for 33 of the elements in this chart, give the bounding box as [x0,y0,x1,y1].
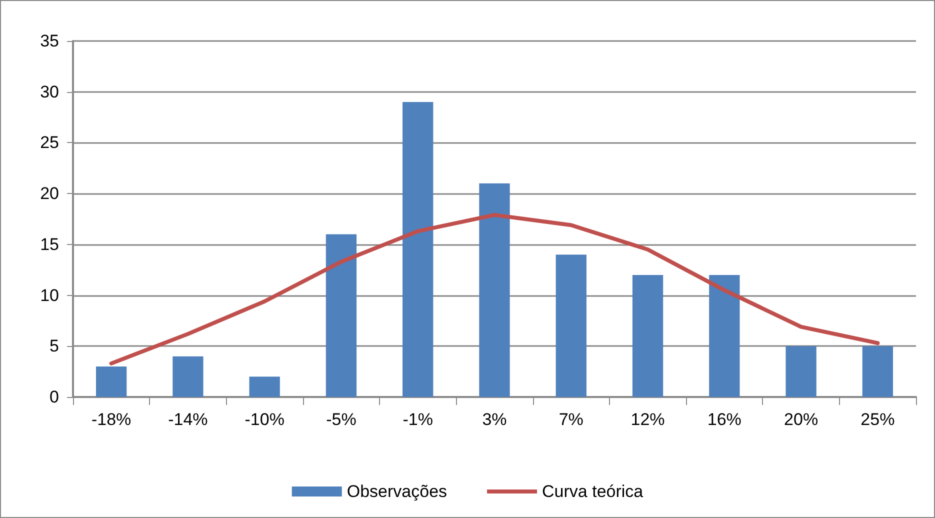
x-tick-label: 16% [707,410,742,429]
y-tick-label: 20 [40,184,59,204]
y-tick-label: 25 [40,133,59,152]
x-tick-label: -1% [402,410,433,429]
bar [709,274,740,397]
x-tick-label: 3% [482,410,507,429]
x-tick-label: 20% [784,410,818,429]
y-tick-label: 5 [50,336,59,356]
y-tick-label: 0 [50,388,59,406]
x-tick-label: 25% [860,410,895,429]
x-tick-label: -18% [91,410,132,429]
x-tick-label: -14% [168,410,208,429]
y-tick-label: 15 [40,234,59,254]
legend-label: Observações [346,482,448,501]
bar [862,346,894,397]
x-tick-label: -5% [326,410,356,429]
x-tick-label: 7% [558,410,584,429]
bar [96,366,127,397]
y-tick-label: 10 [40,286,59,305]
x-tick-label: -10% [244,410,284,429]
bar [556,254,586,397]
bar [479,183,510,397]
x-tick-label: 12% [630,410,665,429]
y-tick-label: 35 [40,32,59,50]
legend-label: Curva teórica [542,482,644,501]
bar [326,234,357,397]
bar [632,274,664,397]
y-tick-label: 30 [40,82,59,102]
bar [249,376,280,397]
bar [402,102,434,397]
bar [786,346,816,397]
line-series [109,212,880,366]
bar [172,356,204,397]
